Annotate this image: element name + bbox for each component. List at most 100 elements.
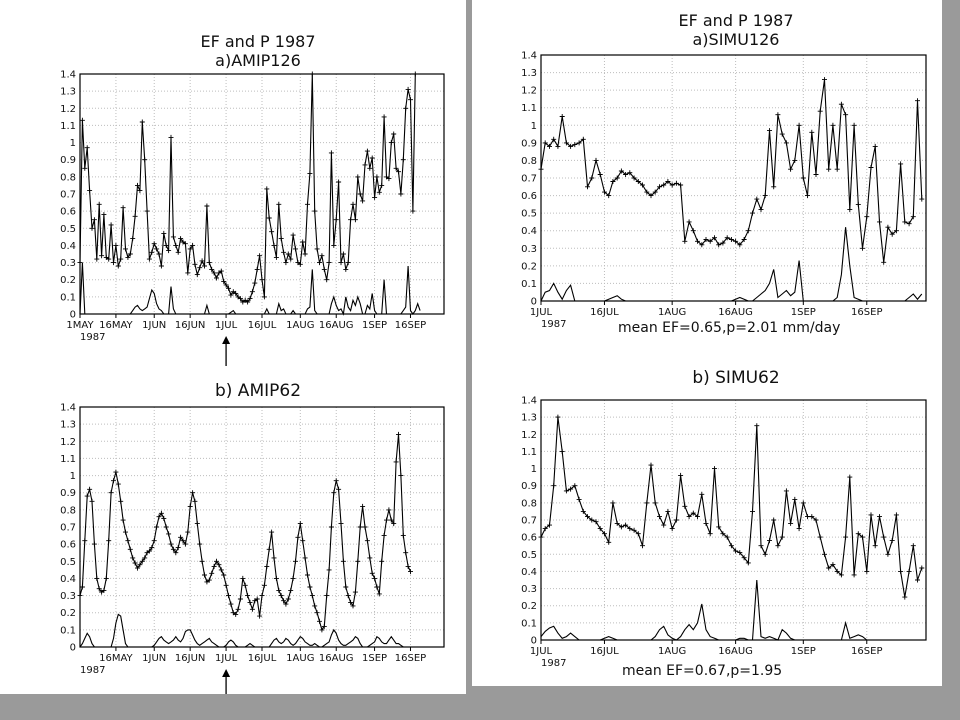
- data-point-marker: [324, 277, 330, 283]
- data-point-marker: [627, 170, 633, 176]
- chart-a-simu126-subtitle: a)SIMU126: [693, 30, 780, 49]
- data-point-marker: [686, 219, 692, 225]
- data-point-marker: [381, 533, 387, 539]
- data-point-marker: [343, 266, 349, 272]
- data-point-marker: [372, 194, 378, 200]
- data-point-marker: [796, 122, 802, 128]
- y-tick-label: 0.8: [521, 498, 537, 509]
- data-point-marker: [91, 541, 97, 547]
- y-tick-label: 1.3: [521, 68, 537, 79]
- data-point-marker: [555, 414, 561, 420]
- y-tick-label: 0.8: [521, 156, 537, 167]
- data-point-marker: [218, 268, 224, 274]
- data-point-marker: [826, 166, 832, 172]
- data-point-marker: [218, 567, 224, 573]
- data-point-marker: [135, 182, 140, 188]
- data-point-marker: [834, 166, 840, 172]
- data-point-marker: [834, 568, 840, 574]
- data-point-marker: [345, 593, 351, 599]
- y-tick-label: 0.3: [60, 258, 76, 269]
- data-point-marker: [635, 531, 641, 537]
- data-point-marker: [115, 263, 121, 269]
- data-point-marker: [99, 253, 105, 259]
- data-point-marker: [350, 603, 356, 609]
- data-point-marker: [163, 524, 169, 530]
- x-year-label: 1987: [80, 332, 105, 343]
- y-tick-label: 1.4: [60, 403, 76, 414]
- y-tick-label: 0.6: [60, 540, 76, 551]
- data-point-marker: [623, 172, 629, 177]
- data-point-marker: [261, 582, 267, 588]
- data-point-marker: [163, 242, 169, 248]
- x-tick-label: 16MAY: [99, 653, 133, 664]
- series-p-line: [79, 613, 406, 648]
- data-point-marker: [328, 524, 334, 530]
- data-point-marker: [192, 261, 198, 267]
- data-point-marker: [788, 520, 794, 526]
- data-point-marker: [103, 575, 109, 581]
- data-point-marker: [724, 534, 730, 540]
- y-tick-label: 0: [70, 643, 76, 654]
- data-point-marker: [175, 249, 181, 255]
- data-point-marker: [158, 263, 164, 269]
- data-point-marker: [283, 260, 289, 266]
- data-point-marker: [209, 266, 215, 272]
- data-point-marker: [142, 157, 148, 163]
- y-tick-label: 0.9: [60, 155, 76, 166]
- data-point-marker: [156, 514, 162, 520]
- data-point-marker: [170, 546, 176, 552]
- data-point-marker: [822, 77, 827, 83]
- data-point-marker: [216, 562, 222, 568]
- x-tick-label: 16SEP: [851, 646, 882, 657]
- data-point-marker: [381, 114, 387, 120]
- x-tick-label: 1JUL: [530, 646, 553, 657]
- data-point-marker: [376, 591, 382, 597]
- data-point-marker: [906, 221, 912, 227]
- x-tick-label: 16JUL: [590, 646, 619, 657]
- data-point-marker: [87, 188, 93, 194]
- y-tick-label: 0.8: [60, 172, 76, 183]
- y-tick-label: 1.2: [60, 104, 76, 115]
- x-tick-label: 16AUG: [718, 307, 753, 318]
- data-point-marker: [362, 524, 368, 530]
- data-point-marker: [254, 266, 260, 272]
- data-point-marker: [631, 175, 637, 181]
- y-tick-label: 1: [70, 138, 76, 149]
- data-point-marker: [170, 234, 176, 240]
- y-tick-label: 0.7: [60, 523, 76, 534]
- data-point-marker: [830, 562, 836, 568]
- data-point-marker: [278, 236, 284, 242]
- data-point-marker: [618, 524, 624, 530]
- data-point-marker: [657, 184, 662, 190]
- data-point-marker: [360, 503, 366, 509]
- data-point-marker: [350, 201, 356, 207]
- data-point-marker: [185, 529, 191, 535]
- y-tick-label: 0.6: [521, 191, 537, 202]
- data-point-marker: [300, 538, 306, 544]
- data-point-marker: [158, 510, 164, 516]
- data-point-marker: [127, 546, 133, 552]
- data-point-marker: [360, 198, 366, 204]
- data-point-marker: [266, 215, 272, 221]
- data-point-marker: [602, 531, 607, 537]
- y-tick-label: 0.9: [521, 138, 537, 149]
- data-point-marker: [384, 517, 389, 523]
- data-point-marker: [240, 575, 246, 581]
- data-point-marker: [357, 191, 363, 197]
- data-point-marker: [614, 175, 620, 181]
- data-point-marker: [281, 249, 287, 255]
- x-tick-label: 16SEP: [395, 320, 426, 331]
- data-point-marker: [108, 222, 114, 228]
- data-point-marker: [247, 599, 253, 605]
- y-tick-label: 1.3: [60, 420, 76, 431]
- data-point-marker: [302, 251, 308, 257]
- y-tick-label: 1.4: [521, 396, 537, 407]
- y-tick-label: 1.1: [521, 103, 537, 114]
- data-point-marker: [369, 155, 375, 161]
- data-point-marker: [101, 212, 107, 218]
- data-point-marker: [889, 538, 895, 544]
- data-point-marker: [82, 165, 88, 171]
- data-point-marker: [796, 526, 802, 532]
- right-figure-canvas: EF and P 1987 a)SIMU126 mean EF=0.65,p=2…: [521, 11, 927, 679]
- data-point-marker: [214, 558, 219, 564]
